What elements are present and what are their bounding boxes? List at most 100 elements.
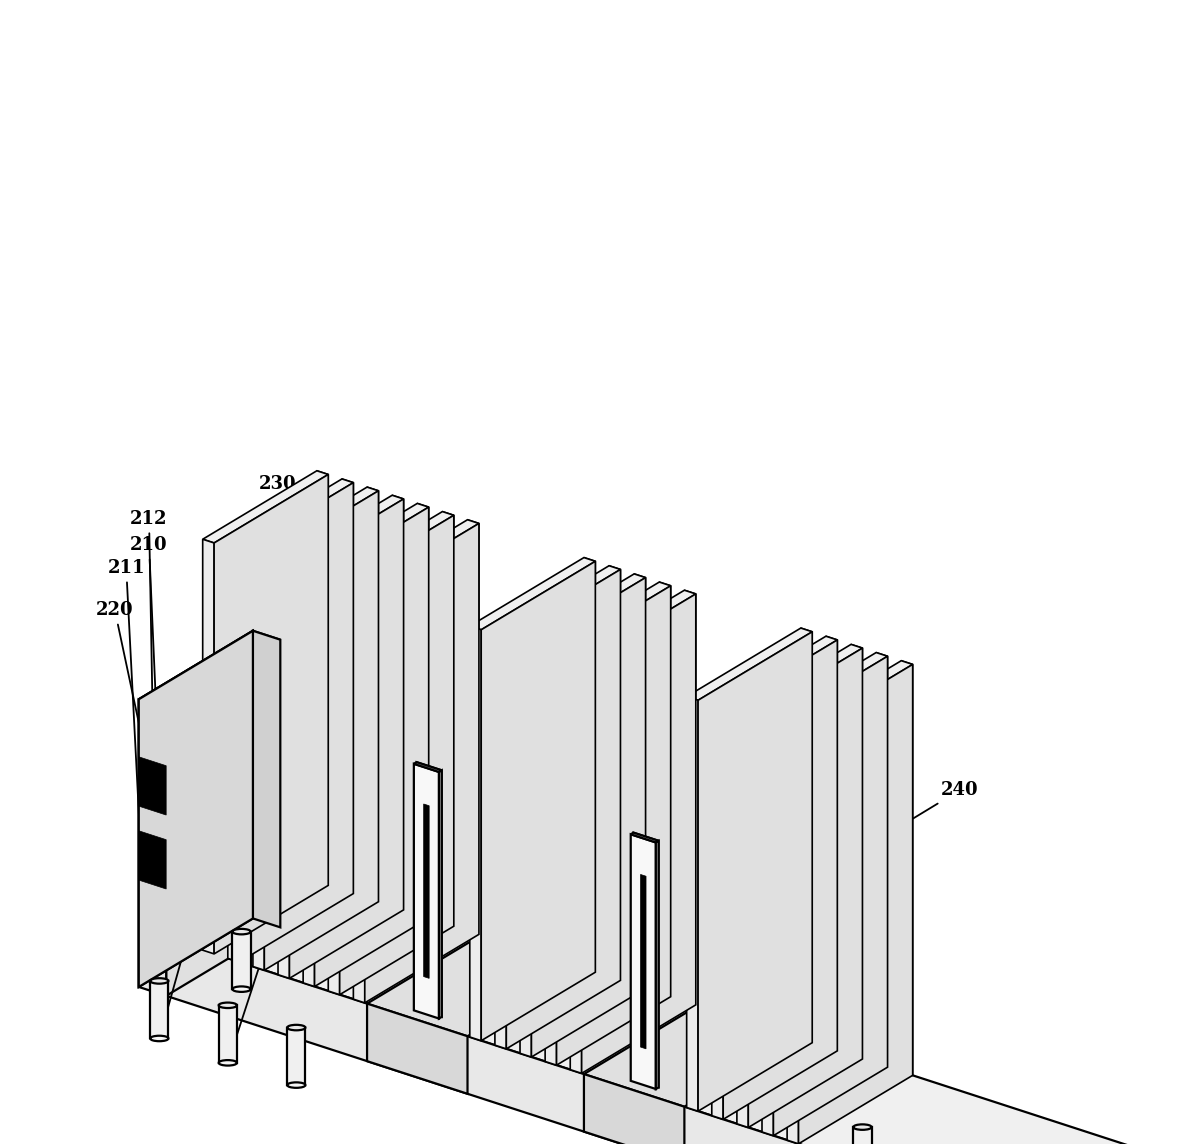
Polygon shape	[737, 645, 863, 717]
Polygon shape	[418, 504, 428, 918]
Text: 230: 230	[259, 476, 297, 555]
Polygon shape	[570, 591, 696, 663]
Polygon shape	[470, 626, 481, 1040]
Polygon shape	[139, 631, 253, 986]
Ellipse shape	[151, 1036, 168, 1041]
Polygon shape	[712, 704, 723, 1119]
Text: 235: 235	[347, 574, 428, 866]
Text: 211: 211	[107, 559, 145, 853]
Text: 221: 221	[160, 810, 240, 1036]
Polygon shape	[698, 632, 812, 1111]
Polygon shape	[278, 496, 404, 568]
Polygon shape	[304, 572, 314, 986]
Polygon shape	[253, 631, 280, 927]
Text: 240: 240	[317, 616, 427, 907]
Ellipse shape	[853, 1124, 872, 1130]
Ellipse shape	[287, 1024, 305, 1030]
Ellipse shape	[219, 1002, 237, 1008]
Polygon shape	[392, 496, 404, 910]
Polygon shape	[367, 1004, 467, 1094]
Ellipse shape	[151, 978, 168, 984]
Polygon shape	[166, 938, 1171, 1147]
Text: 212: 212	[131, 509, 168, 701]
Polygon shape	[443, 512, 454, 927]
Polygon shape	[239, 483, 353, 962]
Polygon shape	[656, 841, 659, 1089]
Polygon shape	[570, 658, 581, 1074]
Polygon shape	[139, 757, 166, 816]
Polygon shape	[1171, 1035, 1177, 1147]
Polygon shape	[506, 569, 620, 1048]
Polygon shape	[851, 645, 863, 1059]
Polygon shape	[287, 1028, 305, 1085]
Polygon shape	[253, 555, 265, 970]
Polygon shape	[773, 656, 887, 1136]
Polygon shape	[494, 565, 620, 638]
Text: 225: 225	[692, 690, 750, 1053]
Polygon shape	[520, 642, 532, 1058]
Polygon shape	[328, 512, 454, 584]
Polygon shape	[417, 762, 441, 1017]
Polygon shape	[584, 1074, 684, 1147]
Text: 210: 210	[131, 536, 168, 936]
Polygon shape	[314, 507, 428, 986]
Polygon shape	[787, 661, 912, 733]
Polygon shape	[762, 653, 887, 725]
Polygon shape	[609, 565, 620, 981]
Polygon shape	[219, 1005, 237, 1063]
Polygon shape	[467, 520, 479, 935]
Polygon shape	[581, 594, 696, 1074]
Polygon shape	[414, 762, 441, 772]
Polygon shape	[631, 834, 656, 1089]
Polygon shape	[228, 547, 239, 962]
Polygon shape	[584, 1006, 798, 1107]
Polygon shape	[902, 661, 912, 1076]
Polygon shape	[304, 504, 428, 576]
Polygon shape	[232, 931, 251, 989]
Polygon shape	[545, 582, 671, 654]
Polygon shape	[139, 631, 280, 708]
Polygon shape	[532, 578, 645, 1058]
Polygon shape	[139, 700, 166, 996]
Polygon shape	[365, 523, 479, 1002]
Polygon shape	[353, 520, 479, 592]
Polygon shape	[328, 580, 340, 994]
Polygon shape	[228, 479, 353, 551]
Polygon shape	[265, 491, 379, 970]
Polygon shape	[139, 830, 166, 889]
Polygon shape	[876, 653, 887, 1067]
Polygon shape	[659, 582, 671, 997]
Polygon shape	[414, 764, 439, 1019]
Text: 221: 221	[228, 841, 317, 1060]
Polygon shape	[584, 557, 596, 973]
Polygon shape	[166, 869, 1177, 1147]
Polygon shape	[633, 833, 659, 1087]
Polygon shape	[278, 563, 290, 978]
Polygon shape	[343, 479, 353, 894]
Polygon shape	[202, 539, 214, 954]
Text: 225: 225	[418, 662, 487, 1052]
Polygon shape	[151, 981, 168, 1038]
Ellipse shape	[232, 929, 251, 935]
Polygon shape	[317, 470, 328, 885]
Polygon shape	[798, 664, 912, 1144]
Polygon shape	[749, 648, 863, 1128]
Polygon shape	[787, 729, 798, 1144]
Polygon shape	[424, 804, 430, 978]
Polygon shape	[253, 487, 379, 560]
Polygon shape	[166, 869, 280, 996]
Polygon shape	[557, 586, 671, 1066]
Text: 240: 240	[649, 781, 978, 980]
Ellipse shape	[287, 1083, 305, 1087]
Polygon shape	[290, 499, 404, 978]
Polygon shape	[631, 833, 659, 842]
Polygon shape	[634, 574, 645, 989]
Polygon shape	[712, 637, 837, 709]
Polygon shape	[367, 935, 581, 1036]
Polygon shape	[686, 696, 698, 1111]
Polygon shape	[470, 557, 596, 630]
Polygon shape	[762, 721, 773, 1136]
Polygon shape	[139, 631, 253, 986]
Text: 220: 220	[97, 601, 186, 945]
Polygon shape	[367, 487, 379, 902]
